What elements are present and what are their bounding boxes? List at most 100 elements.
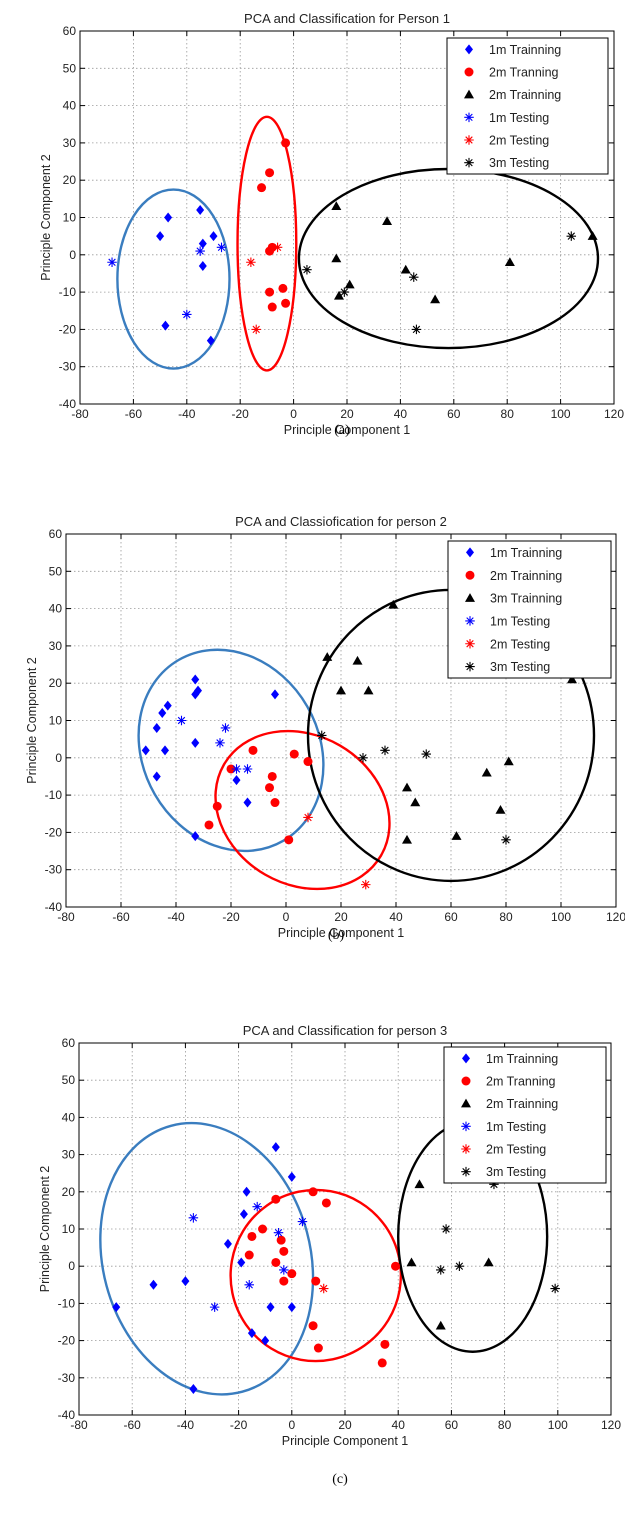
data-point [287, 1302, 296, 1313]
data-point [321, 1198, 331, 1208]
data-point [191, 737, 200, 748]
x-tick-label: -20 [230, 1418, 248, 1432]
data-point [436, 1265, 446, 1275]
legend-marker [465, 616, 475, 626]
legend-marker [466, 547, 474, 558]
data-point [161, 745, 169, 756]
y-tick-label: 30 [49, 639, 63, 653]
x-tick-label: -40 [178, 407, 196, 421]
y-tick-label: -20 [58, 1334, 76, 1348]
legend-label: 2m Testing [490, 637, 550, 651]
data-point [451, 831, 462, 840]
data-point [566, 231, 577, 241]
data-point [265, 287, 275, 297]
data-point [279, 1265, 289, 1275]
chart-panel-1: -80 -60 -40 -20 0 20 40 60 80 100 120 -40 -30 -20 -10 0… [39, 11, 624, 438]
legend-label: 1m Trainning [490, 546, 562, 560]
x-tick-label: 100 [551, 910, 571, 924]
data-point [220, 723, 231, 733]
y-tick-label: 60 [49, 527, 63, 541]
data-point [261, 1335, 270, 1346]
chart-title: PCA and Classification for person 3 [243, 1023, 448, 1038]
data-point [380, 1339, 390, 1349]
data-point [181, 1276, 190, 1287]
x-tick-label: 100 [551, 407, 571, 421]
data-point [266, 1302, 275, 1313]
data-point [483, 1257, 494, 1267]
y-tick-label: -30 [59, 360, 77, 374]
data-point [550, 1283, 560, 1294]
data-point [279, 1246, 289, 1256]
legend-marker [464, 135, 474, 145]
x-tick-label: -40 [177, 1418, 195, 1432]
data-point [267, 242, 277, 252]
x-axis-label: Principle Component 1 [282, 1434, 409, 1448]
data-point [164, 212, 173, 223]
x-tick-label: 40 [392, 1418, 406, 1432]
data-point [271, 1194, 281, 1204]
data-points [141, 599, 577, 890]
data-point [489, 1179, 499, 1190]
x-tick-label: -80 [57, 910, 75, 924]
y-tick-label: 40 [63, 99, 77, 113]
data-point [198, 260, 207, 271]
y-tick-label: -40 [58, 1408, 76, 1422]
data-point [176, 715, 187, 726]
data-point [182, 309, 192, 320]
data-point [333, 290, 344, 300]
y-tick-label: 40 [62, 1110, 76, 1124]
y-tick-label: 50 [63, 61, 77, 75]
y-tick-label: -10 [59, 285, 77, 299]
y-tick-label: 0 [69, 248, 76, 262]
data-point [265, 168, 275, 178]
y-tick-label: -20 [45, 825, 63, 839]
data-point [308, 1321, 318, 1331]
data-point [204, 820, 214, 830]
data-point [258, 1224, 268, 1234]
y-tick-label: 10 [62, 1222, 76, 1236]
x-tick-label: 0 [283, 910, 290, 924]
data-point [156, 231, 165, 242]
cluster-ellipse [116, 188, 231, 370]
legend-marker [464, 157, 474, 168]
x-tick-label: 20 [334, 910, 348, 924]
x-tick-label: 20 [340, 407, 354, 421]
data-point [152, 771, 161, 782]
data-points [107, 138, 598, 346]
data-point [411, 324, 422, 335]
data-point [244, 1280, 254, 1290]
data-point [339, 287, 350, 297]
legend-marker [465, 639, 475, 649]
x-tick-label: 20 [338, 1418, 352, 1432]
data-point [406, 1257, 417, 1267]
data-point [158, 708, 167, 719]
data-point [302, 264, 312, 275]
data-point [189, 1383, 198, 1394]
data-point [212, 801, 222, 811]
data-point [278, 283, 288, 293]
legend-label: 1m Testing [490, 614, 550, 628]
legend-box [447, 540, 612, 679]
y-tick-label: 10 [49, 714, 63, 728]
x-tick-label: 120 [604, 407, 624, 421]
data-point [435, 1320, 446, 1330]
data-point [402, 782, 412, 792]
legend-label: 3m Trainning [490, 592, 562, 606]
data-point [430, 294, 441, 304]
y-tick-label: 40 [49, 602, 63, 616]
x-tick-label: 80 [499, 910, 513, 924]
y-tick-label: -40 [45, 900, 63, 914]
data-point [495, 805, 506, 814]
y-axis-label: Principle Component 2 [39, 154, 53, 281]
data-point [313, 1343, 323, 1353]
legend-box [446, 37, 609, 175]
data-point [344, 279, 355, 289]
data-points [112, 1142, 560, 1394]
data-point [232, 775, 241, 786]
y-tick-label: -30 [45, 863, 63, 877]
data-point [322, 652, 333, 661]
data-point [252, 1201, 262, 1212]
data-point [391, 1261, 401, 1271]
data-point [284, 835, 294, 845]
legend-label: 3m Testing [489, 156, 549, 170]
